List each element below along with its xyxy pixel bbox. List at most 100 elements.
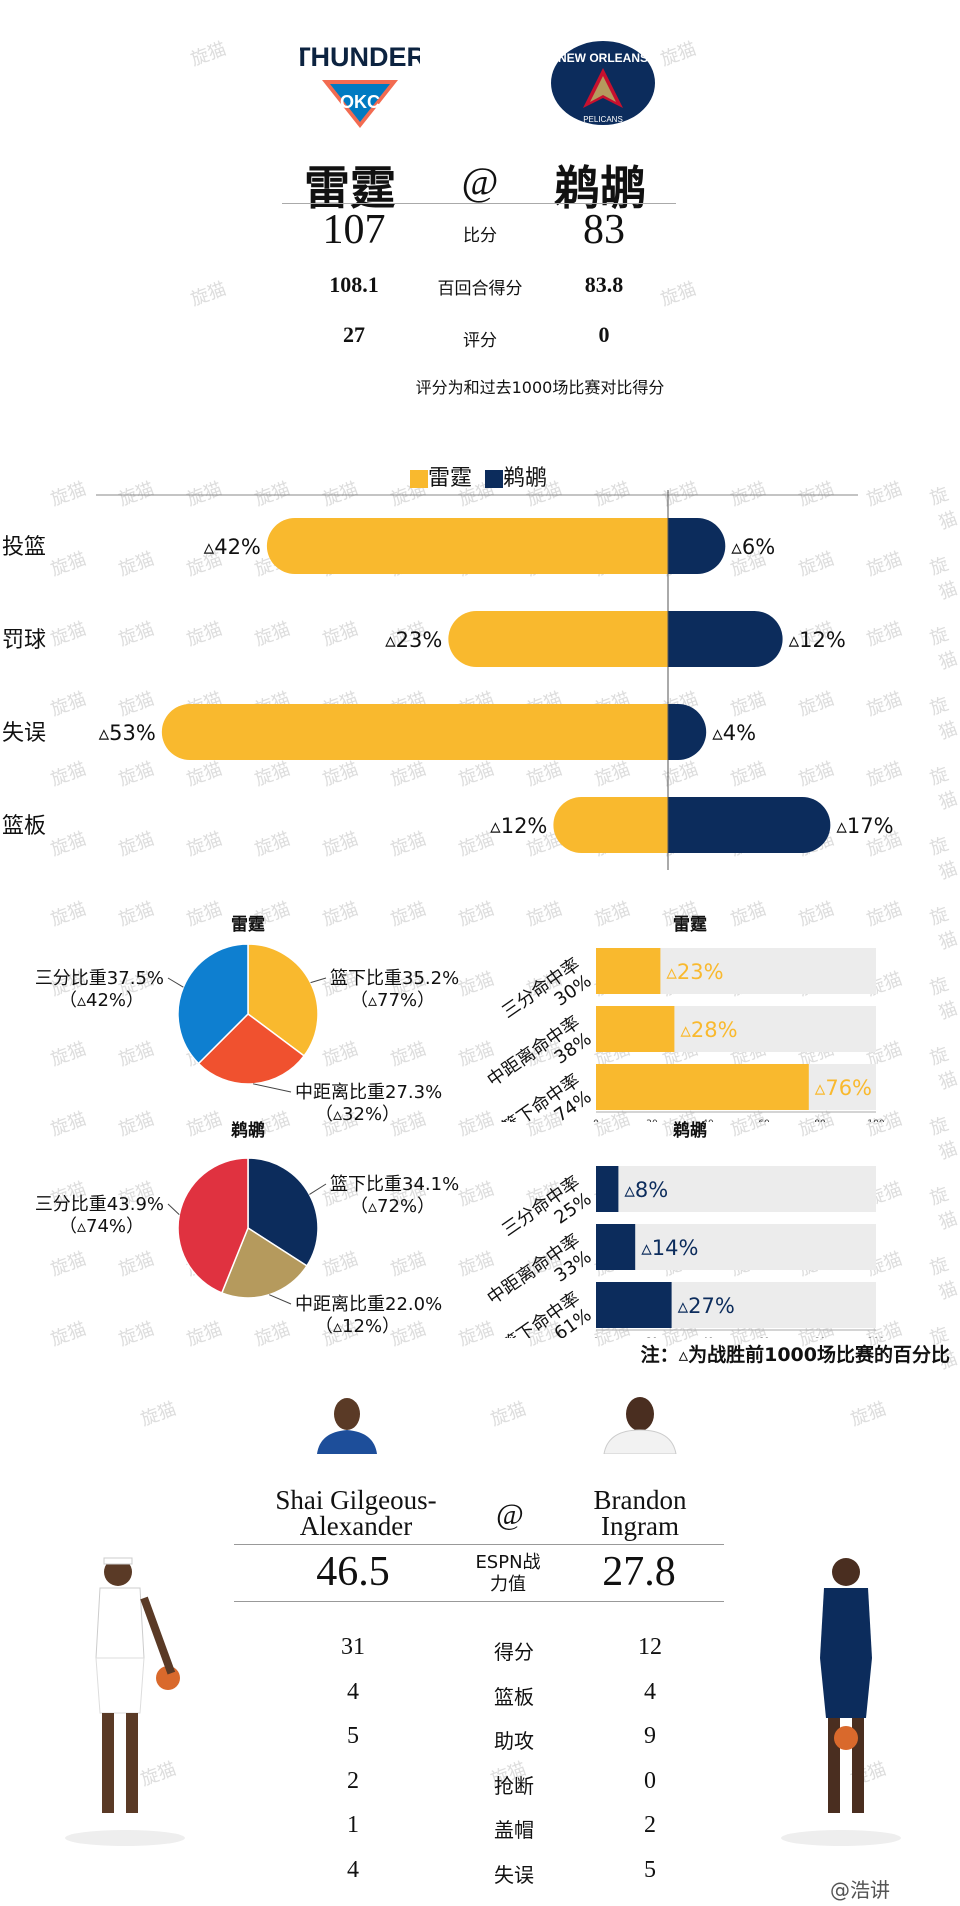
ingram-figure	[776, 1548, 906, 1848]
hbar-x-tick: 40	[702, 1119, 714, 1122]
espn-label: ESPN战 力值	[458, 1552, 558, 1596]
at-symbol: @	[461, 159, 499, 204]
hbar-value-label: ▵28%	[680, 1018, 737, 1042]
pie-slice-label: 中距离比重22.0%	[295, 1294, 442, 1315]
pie-leader-line	[309, 1183, 327, 1195]
pie-slice-label: 篮下比重35.2%	[330, 968, 459, 989]
nop-bar	[668, 797, 831, 853]
players-divider-top	[234, 1544, 724, 1545]
pie-slice-sublabel: （▵42%）	[59, 990, 144, 1011]
pie-slice-sublabel: （▵77%）	[350, 990, 435, 1011]
away-espn-value: 27.8	[602, 1549, 676, 1595]
nop-bar	[668, 704, 707, 760]
pie-leader-line	[167, 1203, 180, 1216]
espn-label-line2: 力值	[490, 1574, 526, 1595]
nop-bar-label: ▵12%	[789, 628, 846, 652]
diverging-bar-chart: 投篮 ▵42% ▵6% 罚球 ▵23% ▵12% 失误 ▵53% ▵4% 篮板 ▵12% ▵17%	[2, 490, 894, 870]
hbar-track	[596, 1224, 876, 1270]
hbar-title: 雷霆	[673, 915, 707, 935]
hbar-track	[596, 1166, 876, 1212]
chart-note: 注：▵为战胜前1000场比赛的百分比	[640, 1344, 950, 1366]
pie-leader-line	[167, 977, 184, 988]
pie-slice	[177, 1157, 249, 1294]
okc-bar	[161, 704, 668, 760]
okc-bar	[266, 518, 668, 574]
pie-slice-label: 三分比重37.5%	[35, 968, 164, 989]
legend-okc-label: 雷霆	[428, 466, 473, 491]
hbar-x-tick: 60	[758, 1337, 770, 1338]
away-player-name-line1: Brandon	[593, 1485, 687, 1515]
hbar-bar	[596, 1282, 672, 1328]
bar-legend: 雷霆 鹈鹕	[410, 460, 547, 492]
hbar-x-tick: 0	[593, 1337, 599, 1338]
pie-slice-label: 中距离比重27.3%	[295, 1082, 442, 1103]
player-stat-home: 2	[347, 1767, 359, 1794]
okc-fg-bar-chart: 雷霆▵23%三分命中率30%▵28%中距离命中率38%▵76%篮下命中率74%0…	[483, 915, 884, 1122]
away-score: 83	[583, 207, 625, 253]
hbar-bar	[596, 1224, 636, 1270]
home-team-name: 雷霆	[304, 161, 396, 215]
player-stat-away: 5	[644, 1857, 656, 1883]
pelicans-logo: NEW ORLEANS PELICANS	[548, 38, 658, 128]
okc-bar-label: ▵12%	[490, 814, 547, 838]
player-stat-label: 盖帽	[494, 1818, 534, 1843]
hbar-x-tick: 60	[758, 1119, 770, 1122]
pie-slice-sublabel: （▵74%）	[59, 1216, 144, 1237]
away-ortg: 83.8	[584, 272, 624, 297]
player-stat-home: 4	[347, 1857, 359, 1883]
pie-title: 鹈鹕	[230, 1120, 265, 1141]
home-score: 107	[322, 207, 386, 253]
player-stat-home: 1	[347, 1812, 359, 1839]
hbar-value-label: ▵27%	[678, 1294, 735, 1318]
okc-bar-label: ▵42%	[204, 535, 261, 559]
nop-bar-label: ▵6%	[731, 535, 775, 559]
nop-fg-bar-chart: 鹈鹕▵8%三分命中率25%▵14%中距离命中率33%▵27%篮下命中率61%02…	[483, 1120, 884, 1338]
hbar-x-tick: 40	[702, 1337, 714, 1338]
home-rating: 27	[343, 322, 365, 347]
player-stat-away: 2	[644, 1812, 656, 1839]
player-stat-away: 0	[644, 1767, 656, 1794]
pie-slice-label: 篮下比重34.1%	[330, 1174, 459, 1195]
nop-bar-label: ▵4%	[712, 721, 756, 745]
pie-slice-sublabel: （▵72%）	[350, 1196, 435, 1217]
hbar-value-label: ▵76%	[815, 1076, 872, 1100]
score-label: 比分	[463, 226, 497, 246]
okc-bar-label: ▵23%	[385, 628, 442, 652]
hbar-value-label: ▵23%	[666, 960, 723, 984]
watermark-0: 旋猫	[188, 38, 230, 71]
hbar-x-tick: 20	[646, 1337, 658, 1338]
player-stat-label: 篮板	[494, 1684, 534, 1709]
hbar-x-tick: 80	[814, 1337, 826, 1338]
nop-bar	[668, 611, 783, 667]
ingram-headshot	[600, 1392, 680, 1455]
pie-leader-line	[310, 977, 327, 984]
away-rating: 0	[598, 322, 610, 347]
nop-bar-label: ▵17%	[836, 814, 893, 838]
div-category-label: 罚球	[2, 628, 46, 653]
hbar-value-label: ▵8%	[624, 1178, 668, 1202]
hbar-bar	[596, 1064, 809, 1110]
watermark-6: 旋猫	[848, 1398, 890, 1431]
watermark-5: 旋猫	[488, 1398, 530, 1431]
sga-headshot	[312, 1392, 382, 1454]
hbar-bar	[596, 948, 661, 994]
home-player-name-line1: Shai Gilgeous-	[275, 1485, 437, 1515]
ortg-label: 百回合得分	[437, 279, 523, 299]
pie-slice	[220, 1226, 308, 1299]
home-ortg: 108.1	[329, 272, 379, 297]
pie-title: 雷霆	[231, 915, 265, 935]
legend-nop-label: 鹈鹕	[503, 466, 548, 491]
pelicans-logo-text: NEW ORLEANS	[558, 51, 648, 65]
okc-bar	[448, 611, 668, 667]
sga-figure	[60, 1548, 190, 1848]
hbar-value-label: ▵14%	[641, 1236, 698, 1260]
pie-slice	[247, 943, 319, 1057]
pie-slice-label: 三分比重43.9%	[35, 1194, 164, 1215]
home-espn-value: 46.5	[316, 1549, 390, 1595]
hbar-x-tick: 100	[867, 1337, 884, 1338]
div-category-label: 篮板	[2, 814, 46, 839]
legend-okc-swatch	[410, 470, 428, 488]
pie-leader-line	[269, 1294, 292, 1305]
home-player-name: Shai Gilgeous- Alexander	[236, 1485, 476, 1540]
